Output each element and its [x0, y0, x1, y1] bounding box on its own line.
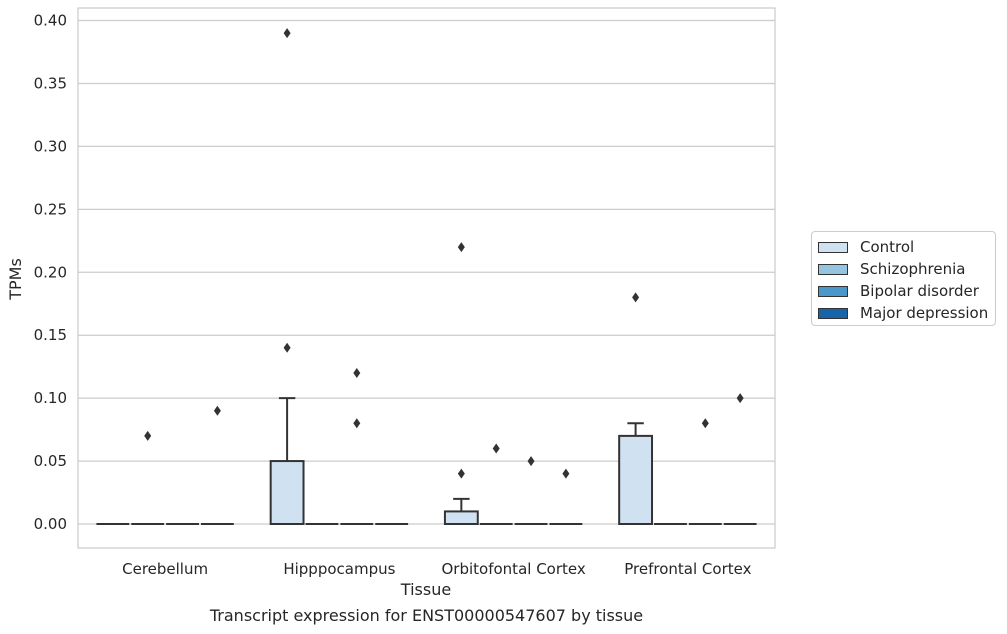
grid-lines — [78, 19, 775, 525]
y-tick-label: 0.10 — [34, 389, 67, 407]
y-tick-label: 0.00 — [34, 515, 67, 533]
outlier-point — [353, 418, 361, 429]
outlier-point — [562, 468, 570, 479]
legend-label: Schizophrenia — [860, 260, 966, 278]
x-axis-label: Tissue — [400, 580, 451, 599]
y-tick-label: 0.05 — [34, 452, 67, 470]
legend-label: Control — [860, 238, 915, 256]
outlier-point — [492, 443, 500, 454]
x-tick-label: Prefrontal Cortex — [624, 560, 751, 578]
legend-swatch — [818, 307, 848, 319]
outlier-point — [283, 28, 291, 39]
y-axis-label: TPMs — [6, 258, 25, 301]
y-tick-label: 0.25 — [34, 200, 67, 218]
box-plot-series — [96, 28, 757, 526]
plot-frame — [77, 7, 776, 549]
legend-item: Major depression — [818, 302, 995, 324]
x-axis-ticks: Cerebellum Hipppocampus Orbitofontal Corte… — [122, 560, 751, 578]
y-tick-label: 0.35 — [34, 74, 67, 92]
legend-label: Bipolar disorder — [860, 282, 979, 300]
outlier-point — [527, 456, 535, 467]
x-tick-label: Orbitofontal Cortex — [442, 560, 586, 578]
y-tick-label: 0.15 — [34, 326, 67, 344]
legend-item: Bipolar disorder — [818, 280, 995, 302]
legend-label: Major depression — [860, 304, 989, 322]
outlier-point — [736, 393, 744, 404]
outlier-point — [457, 468, 465, 479]
y-axis-ticks: 0.00 0.05 0.10 0.15 0.20 0.25 0.30 0.35 0.40 — [34, 12, 67, 534]
x-tick-label: Hipppocampus — [283, 560, 395, 578]
outlier-point — [283, 342, 291, 353]
legend-swatch — [818, 285, 848, 297]
outlier-point — [457, 242, 465, 253]
outlier-point — [213, 405, 221, 416]
box — [618, 434, 654, 526]
y-tick-label: 0.30 — [34, 137, 67, 155]
legend-swatch — [818, 241, 848, 253]
legend: Control Schizophrenia Bipolar disorder Majo… — [811, 231, 996, 326]
box — [443, 510, 479, 526]
outlier-point — [701, 418, 709, 429]
box — [269, 460, 305, 525]
legend-swatch — [818, 263, 848, 275]
chart-caption: Transcript expression for ENST0000054760… — [209, 606, 644, 625]
legend-item: Schizophrenia — [818, 258, 995, 280]
legend-item: Control — [818, 236, 995, 258]
outlier-point — [144, 430, 152, 441]
outlier-point — [353, 367, 361, 378]
outlier-point — [632, 292, 640, 303]
y-tick-label: 0.40 — [34, 12, 67, 30]
y-tick-label: 0.20 — [34, 263, 67, 281]
x-tick-label: Cerebellum — [122, 560, 208, 578]
